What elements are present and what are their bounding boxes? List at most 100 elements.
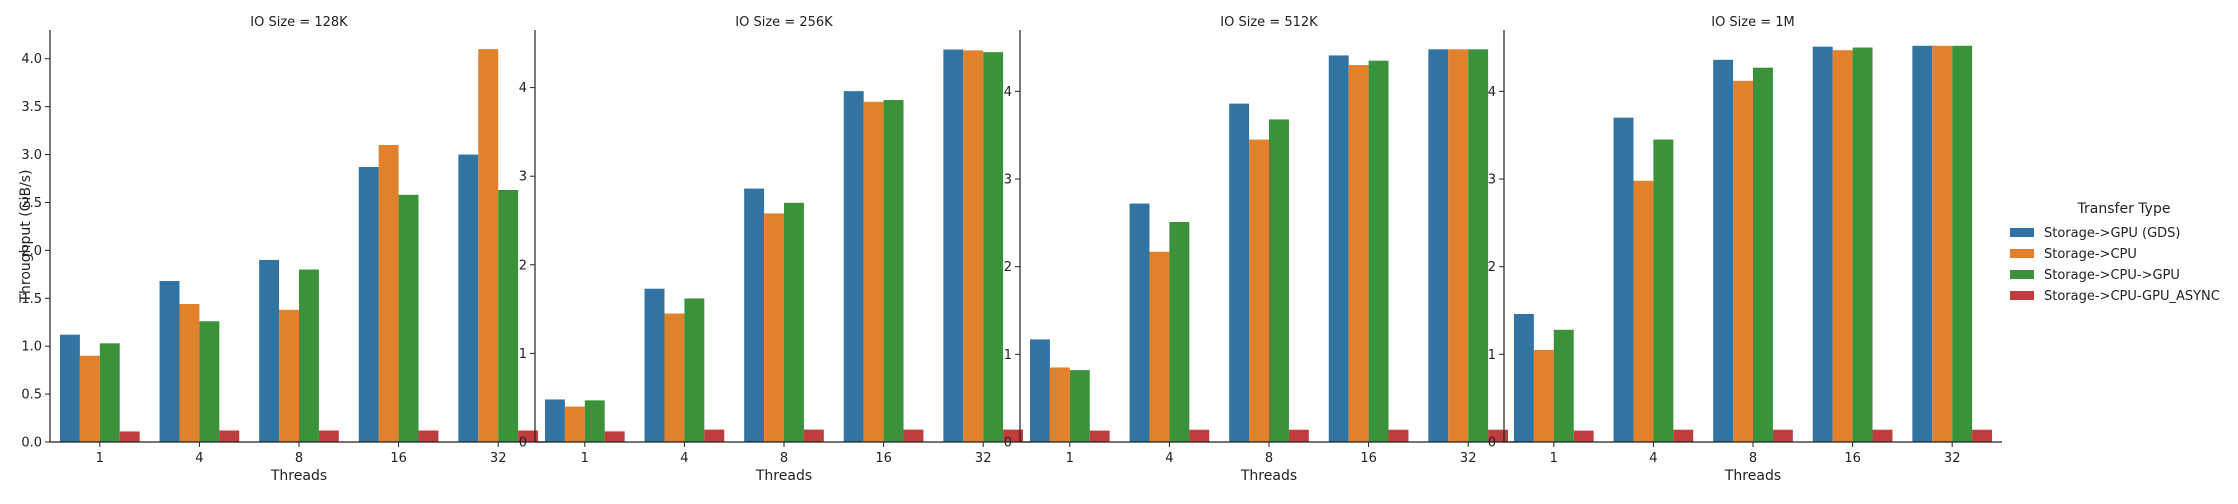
bar-p2-s3-c1 — [584, 400, 605, 442]
bar-p1-s1-c3 — [259, 259, 280, 442]
bar-p4-s3-c4 — [1852, 47, 1873, 442]
bar-p2-s4-c5 — [1003, 429, 1024, 442]
legend-swatch-3 — [2010, 270, 2034, 279]
bar-p3-s2-c5 — [1448, 49, 1469, 442]
bar-p2-s1-c2 — [644, 288, 665, 442]
y-tick-label-p2-3: 3 — [519, 170, 527, 185]
y-tick-label-p4-1: 1 — [1488, 348, 1496, 363]
x-tick-label-p2-2: 8 — [780, 451, 788, 466]
x-tick-label-p3-4: 32 — [1460, 451, 1477, 466]
bar-p1-s2-c4 — [378, 144, 399, 443]
bar-p3-s4-c1 — [1089, 430, 1110, 442]
bar-p1-s4-c5 — [518, 430, 539, 442]
facet-title-2: IO Size = 256K — [735, 15, 833, 30]
x-tick-label-p3-1: 4 — [1165, 451, 1173, 466]
bar-p4-s1-c5 — [1912, 45, 1933, 442]
bar-p1-s4-c3 — [318, 430, 339, 442]
bar-p1-s3-c1 — [99, 343, 120, 442]
y-tick-label-p1-6: 3.0 — [21, 148, 42, 163]
legend-label-3: Storage->CPU->GPU — [2044, 268, 2180, 283]
bar-p1-s2-c5 — [478, 49, 499, 442]
x-tick-label-p1-0: 1 — [96, 451, 104, 466]
y-tick-label-p4-2: 2 — [1488, 260, 1496, 275]
bar-p4-s2-c2 — [1633, 180, 1654, 442]
y-tick-label-p3-0: 0 — [1004, 436, 1012, 451]
y-tick-label-p1-3: 1.5 — [21, 292, 42, 307]
bar-p1-s2-c3 — [279, 309, 299, 442]
bar-p1-s1-c4 — [358, 167, 379, 442]
y-tick-label-p2-0: 0 — [519, 436, 527, 451]
y-tick-label-p4-3: 3 — [1488, 173, 1496, 188]
bar-p1-s4-c1 — [119, 431, 140, 442]
bar-p2-s1-c5 — [943, 49, 964, 443]
bar-p4-s4-c2 — [1673, 429, 1694, 442]
facet-title-3: IO Size = 512K — [1220, 15, 1318, 30]
bar-p4-s4-c3 — [1772, 429, 1793, 442]
bar-p1-s4-c4 — [418, 430, 439, 442]
y-tick-label-p4-4: 4 — [1488, 85, 1496, 100]
bar-p3-s1-c2 — [1129, 203, 1150, 442]
bar-p4-s3-c1 — [1553, 329, 1574, 442]
bar-p4-s4-c4 — [1872, 429, 1893, 442]
y-tick-label-p3-3: 3 — [1004, 173, 1012, 188]
bar-p1-s3-c4 — [398, 194, 419, 442]
bar-p2-s1-c1 — [544, 399, 565, 442]
bar-p3-s3-c4 — [1368, 60, 1389, 443]
bar-p4-s1-c2 — [1613, 117, 1634, 442]
bar-p4-s1-c4 — [1812, 46, 1833, 442]
x-tick-label-p1-4: 32 — [490, 451, 507, 466]
bar-p4-s2-c4 — [1832, 50, 1853, 442]
bar-p3-s3-c5 — [1468, 49, 1489, 442]
bar-p3-s3-c1 — [1069, 370, 1090, 442]
legend-title: Transfer Type — [2077, 201, 2171, 217]
x-tick-label-p4-1: 4 — [1649, 451, 1657, 466]
bar-p2-s2-c4 — [863, 101, 884, 443]
x-tick-label-p2-3: 16 — [875, 451, 892, 466]
bar-p2-s3-c5 — [983, 52, 1004, 443]
bar-p1-s3-c3 — [299, 269, 319, 442]
x-tick-label-p1-3: 16 — [390, 451, 407, 466]
legend-label-2: Storage->CPU — [2044, 247, 2137, 262]
bar-p2-s3-c2 — [684, 298, 705, 442]
bar-p3-s4-c3 — [1288, 429, 1309, 442]
legend-swatch-2 — [2010, 249, 2034, 258]
legend-label-1: Storage->GPU (GDS) — [2044, 226, 2181, 241]
y-tick-label-p1-0: 0.0 — [21, 436, 42, 451]
bar-p3-s1-c4 — [1328, 55, 1349, 443]
y-tick-label-p1-2: 1.0 — [21, 340, 42, 355]
x-tick-label-p1-1: 4 — [195, 451, 203, 466]
bar-p1-s3-c2 — [199, 321, 220, 442]
y-tick-label-p2-1: 1 — [519, 347, 527, 362]
bar-p3-s4-c2 — [1189, 429, 1210, 442]
x-tick-label-p3-0: 1 — [1066, 451, 1074, 466]
y-tick-label-p3-2: 2 — [1004, 260, 1012, 275]
bar-p2-s2-c2 — [664, 313, 685, 442]
bar-p2-s1-c3 — [744, 188, 765, 442]
bar-p3-s3-c2 — [1169, 221, 1190, 442]
bar-p3-s4-c4 — [1388, 429, 1409, 442]
bar-p1-s2-c2 — [179, 304, 200, 442]
x-tick-label-p1-2: 8 — [295, 451, 303, 466]
bar-p4-s2-c5 — [1932, 45, 1953, 442]
y-tick-label-p3-1: 1 — [1004, 348, 1012, 363]
bar-p1-s4-c2 — [219, 430, 240, 442]
bar-p4-s4-c5 — [1972, 429, 1993, 442]
bar-p1-s2-c1 — [79, 355, 100, 442]
bar-p2-s1-c4 — [843, 91, 864, 442]
x-tick-label-p2-0: 1 — [581, 451, 589, 466]
x-tick-label-p2-4: 32 — [975, 451, 992, 466]
y-tick-label-p1-1: 0.5 — [21, 388, 42, 403]
bar-p2-s3-c4 — [883, 100, 904, 442]
bar-p1-s3-c5 — [498, 190, 519, 442]
bar-p4-s3-c5 — [1952, 45, 1973, 442]
bar-p4-s2-c1 — [1533, 349, 1554, 442]
legend-swatch-1 — [2010, 228, 2034, 237]
bar-p4-s3-c2 — [1653, 139, 1674, 442]
y-tick-label-p1-8: 4.0 — [21, 52, 42, 67]
x-axis-label-4: Threads — [1724, 468, 1781, 484]
bar-p2-s2-c3 — [764, 213, 784, 442]
x-tick-label-p4-3: 16 — [1844, 451, 1861, 466]
bar-p2-s2-c1 — [564, 406, 585, 442]
